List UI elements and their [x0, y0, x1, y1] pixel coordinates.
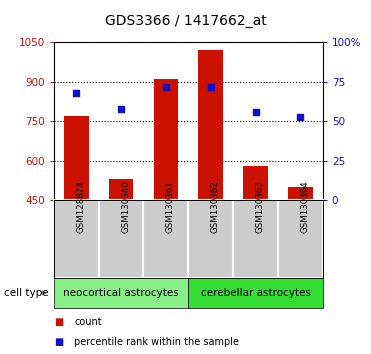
Bar — [64, 116, 89, 200]
Bar — [188, 278, 323, 308]
Point — [298, 114, 303, 119]
Bar — [54, 200, 99, 278]
Text: GSM130340: GSM130340 — [121, 180, 130, 233]
Text: GDS3366 / 1417662_at: GDS3366 / 1417662_at — [105, 14, 266, 28]
Text: GSM128874: GSM128874 — [76, 180, 85, 233]
Bar — [243, 166, 268, 200]
Bar — [198, 50, 223, 200]
Bar — [278, 200, 323, 278]
Text: GSM130364: GSM130364 — [301, 180, 309, 233]
Bar — [188, 200, 233, 278]
Bar — [99, 200, 144, 278]
Bar — [109, 179, 133, 200]
Text: cerebellar astrocytes: cerebellar astrocytes — [201, 288, 311, 298]
Point — [118, 106, 124, 112]
Text: GSM130361: GSM130361 — [166, 180, 175, 233]
Text: ■: ■ — [54, 337, 63, 348]
Bar — [233, 200, 278, 278]
Bar — [154, 79, 178, 200]
Text: cell type: cell type — [4, 288, 48, 298]
Point — [73, 90, 79, 96]
Text: count: count — [74, 317, 102, 327]
Bar — [144, 200, 188, 278]
Text: GSM130363: GSM130363 — [256, 180, 265, 233]
Point — [253, 109, 259, 115]
Text: ■: ■ — [54, 317, 63, 327]
Bar — [288, 187, 313, 200]
Point — [163, 84, 169, 90]
Text: percentile rank within the sample: percentile rank within the sample — [74, 337, 239, 348]
Point — [208, 84, 214, 90]
Text: neocortical astrocytes: neocortical astrocytes — [63, 288, 179, 298]
Text: GSM130362: GSM130362 — [211, 180, 220, 233]
Bar — [54, 278, 188, 308]
